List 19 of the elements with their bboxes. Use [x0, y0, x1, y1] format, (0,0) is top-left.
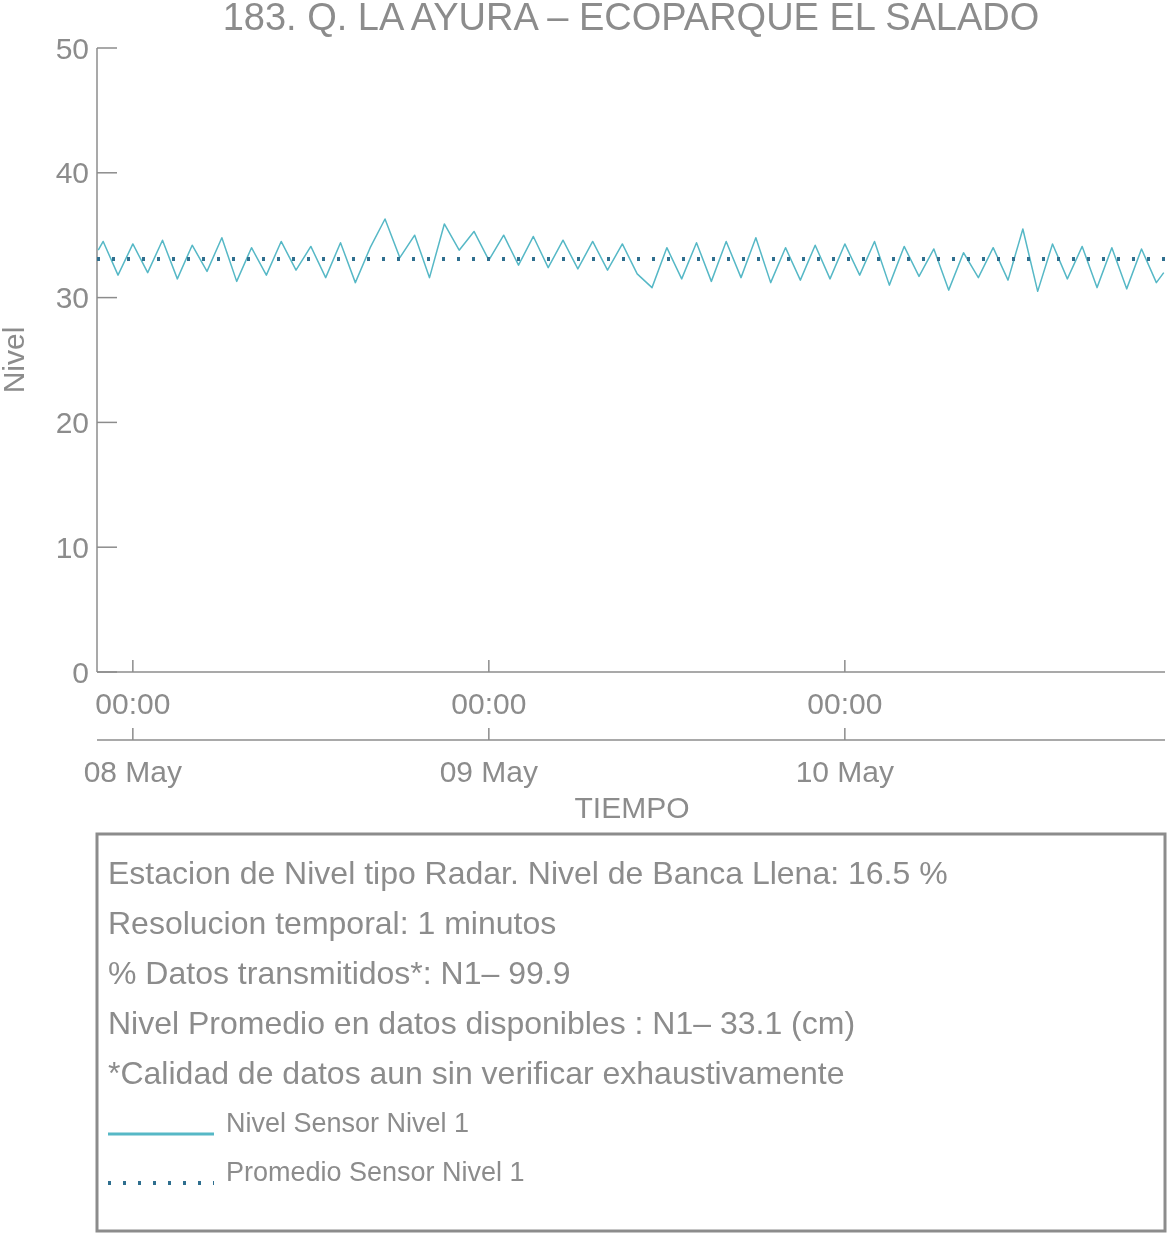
y-tick-label: 50 — [55, 31, 89, 65]
text: Estacion de Nivel tipo Radar. Nivel de Banca Llena: 16.5 % — [108, 855, 948, 891]
x-tick-label: 00:00 09 May — [439, 687, 539, 788]
x-tick-label: 00:00 10 May — [795, 687, 895, 788]
text: Nivel Promedio en datos disponibles : N1– 33.1 (cm) — [108, 1005, 856, 1041]
x-axis-title: TIEMPO — [574, 791, 690, 824]
y-tick-label: 30 — [55, 281, 89, 315]
y-tick-label: 10 — [55, 530, 89, 564]
text: Resolucion temporal: 1 minutos — [108, 905, 557, 941]
y-axis-title: Nivel — [0, 326, 30, 394]
legend-label: Promedio Sensor Nivel 1 — [226, 1157, 525, 1187]
legend-label: Nivel Sensor Nivel 1 — [226, 1108, 470, 1138]
chart-title: 183. Q. LA AYURA – ECOPARQUE EL SALADO — [222, 0, 1040, 38]
text: *Calidad de datos aun sin verificar exhaustivamente — [108, 1055, 845, 1091]
y-tick-label: 20 — [55, 405, 89, 439]
text: % Datos transmitidos*: N1– 99.9 — [108, 955, 571, 991]
y-tick-label: 40 — [55, 156, 89, 190]
y-tick-label: 0 — [72, 655, 89, 689]
x-tick-label: 00:00 08 May — [83, 687, 183, 788]
